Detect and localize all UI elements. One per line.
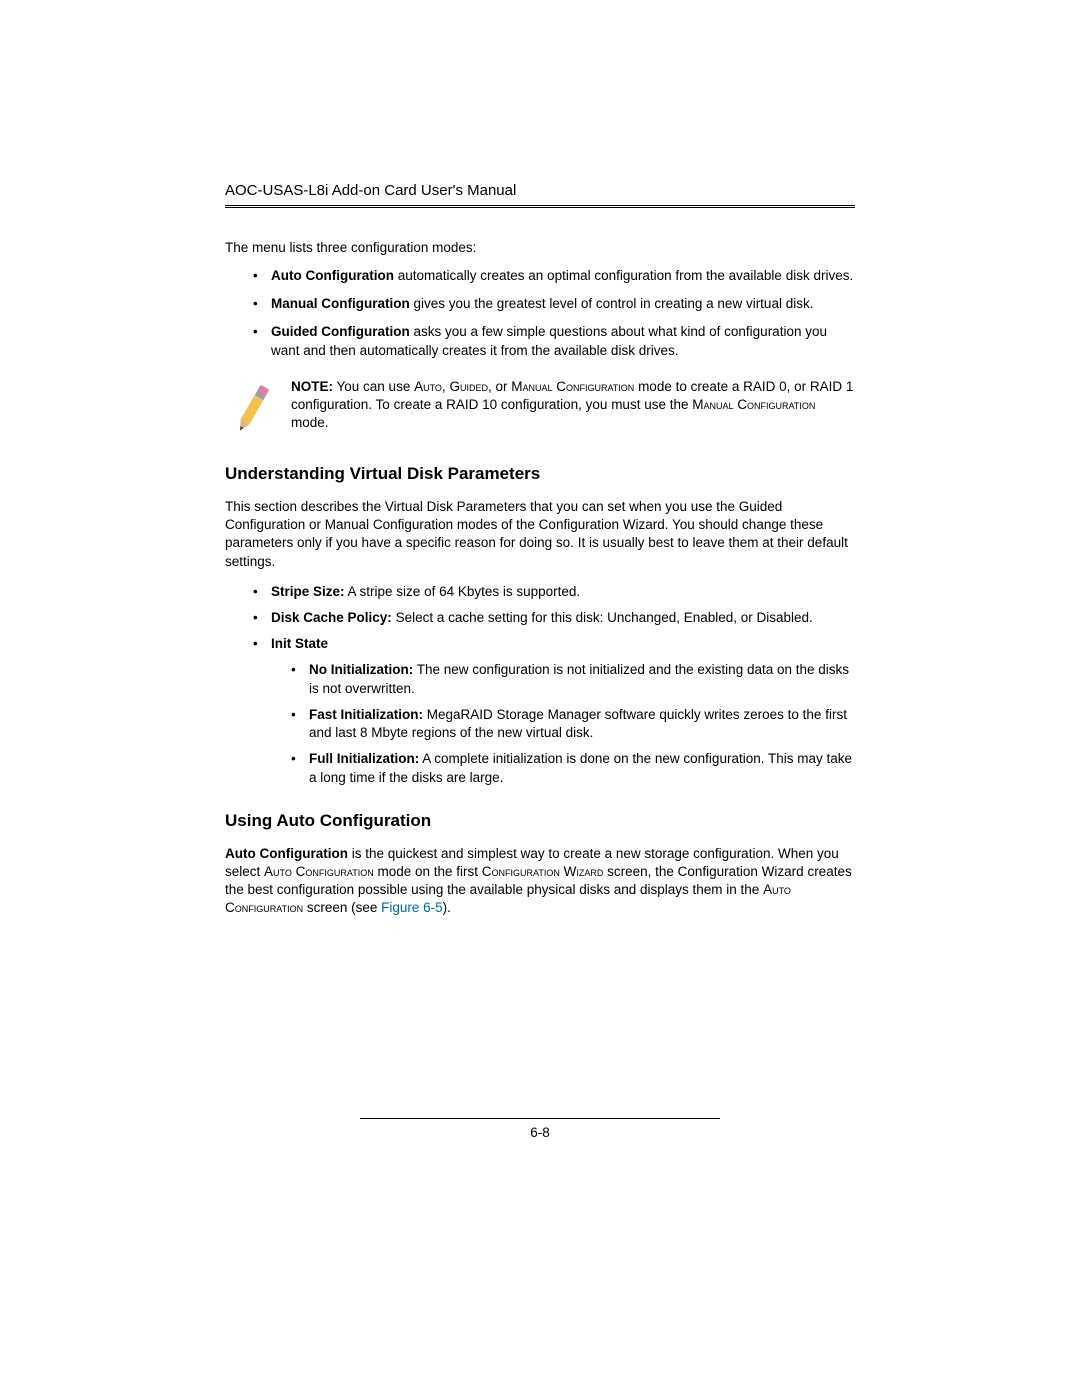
sub-label: No Initialization: <box>309 662 413 677</box>
note-smallcaps: Auto <box>414 379 442 394</box>
init-fast-initialization: Fast Initialization: MegaRAID Storage Ma… <box>291 706 855 742</box>
config-mode-manual: Manual Configuration gives you the great… <box>253 295 855 313</box>
config-mode-label: Guided Configuration <box>271 324 410 339</box>
section-heading-virtual-disk: Understanding Virtual Disk Parameters <box>225 464 855 484</box>
config-modes-list: Auto Configuration automatically creates… <box>225 267 855 360</box>
section2-fragment: screen (see <box>303 900 381 915</box>
param-stripe-size: Stripe Size: A stripe size of 64 Kbytes … <box>253 583 855 601</box>
init-no-initialization: No Initialization: The new configuration… <box>291 661 855 697</box>
section2-para: Auto Configuration is the quickest and s… <box>225 845 855 918</box>
config-mode-guided: Guided Configuration asks you a few simp… <box>253 323 855 359</box>
note-fragment: mode. <box>291 415 329 430</box>
note-smallcaps: Manual Configuration <box>511 379 634 394</box>
pencil-icon <box>233 378 273 438</box>
section2-fragment: ). <box>443 900 451 915</box>
note-label: NOTE: <box>291 379 333 394</box>
config-mode-desc: automatically creates an optimal configu… <box>394 268 853 283</box>
note-fragment: You can use <box>333 379 414 394</box>
section2-smallcaps: Auto Configuration <box>264 864 374 879</box>
parameters-list: Stripe Size: A stripe size of 64 Kbytes … <box>225 583 855 787</box>
param-label: Init State <box>271 636 328 651</box>
init-state-sublist: No Initialization: The new configuration… <box>271 661 855 786</box>
section2-fragment: mode on the first <box>374 864 482 879</box>
section-heading-auto-config: Using Auto Configuration <box>225 811 855 831</box>
param-disk-cache: Disk Cache Policy: Select a cache settin… <box>253 609 855 627</box>
section1-para: This section describes the Virtual Disk … <box>225 498 855 571</box>
config-mode-auto: Auto Configuration automatically creates… <box>253 267 855 285</box>
note-smallcaps: Guided <box>449 379 488 394</box>
page-header-title: AOC-USAS-L8i Add-on Card User's Manual <box>225 182 855 199</box>
param-init-state: Init State No Initialization: The new co… <box>253 635 855 787</box>
note-text: NOTE: You can use Auto, Guided, or Manua… <box>291 378 855 433</box>
param-label: Disk Cache Policy: <box>271 610 392 625</box>
sub-label: Full Initialization: <box>309 751 419 766</box>
figure-link[interactable]: Figure 6-5 <box>381 900 443 915</box>
init-full-initialization: Full Initialization: A complete initiali… <box>291 750 855 786</box>
intro-text: The menu lists three configuration modes… <box>225 240 855 255</box>
param-desc: A stripe size of 64 Kbytes is supported. <box>345 584 581 599</box>
auto-config-bold: Auto Configuration <box>225 846 348 861</box>
note-fragment: , or <box>488 379 511 394</box>
header-rule <box>225 205 855 208</box>
note-smallcaps: Manual Configuration <box>692 397 815 412</box>
sub-label: Fast Initialization: <box>309 707 423 722</box>
config-mode-desc: gives you the greatest level of control … <box>410 296 814 311</box>
section2-smallcaps: Configuration Wizard <box>482 864 604 879</box>
note-block: NOTE: You can use Auto, Guided, or Manua… <box>225 378 855 438</box>
footer-rule <box>360 1118 720 1119</box>
document-page: AOC-USAS-L8i Add-on Card User's Manual T… <box>225 182 855 1140</box>
param-desc: Select a cache setting for this disk: Un… <box>392 610 813 625</box>
config-mode-label: Auto Configuration <box>271 268 394 283</box>
config-mode-label: Manual Configuration <box>271 296 410 311</box>
page-number: 6-8 <box>225 1125 855 1140</box>
param-label: Stripe Size: <box>271 584 345 599</box>
